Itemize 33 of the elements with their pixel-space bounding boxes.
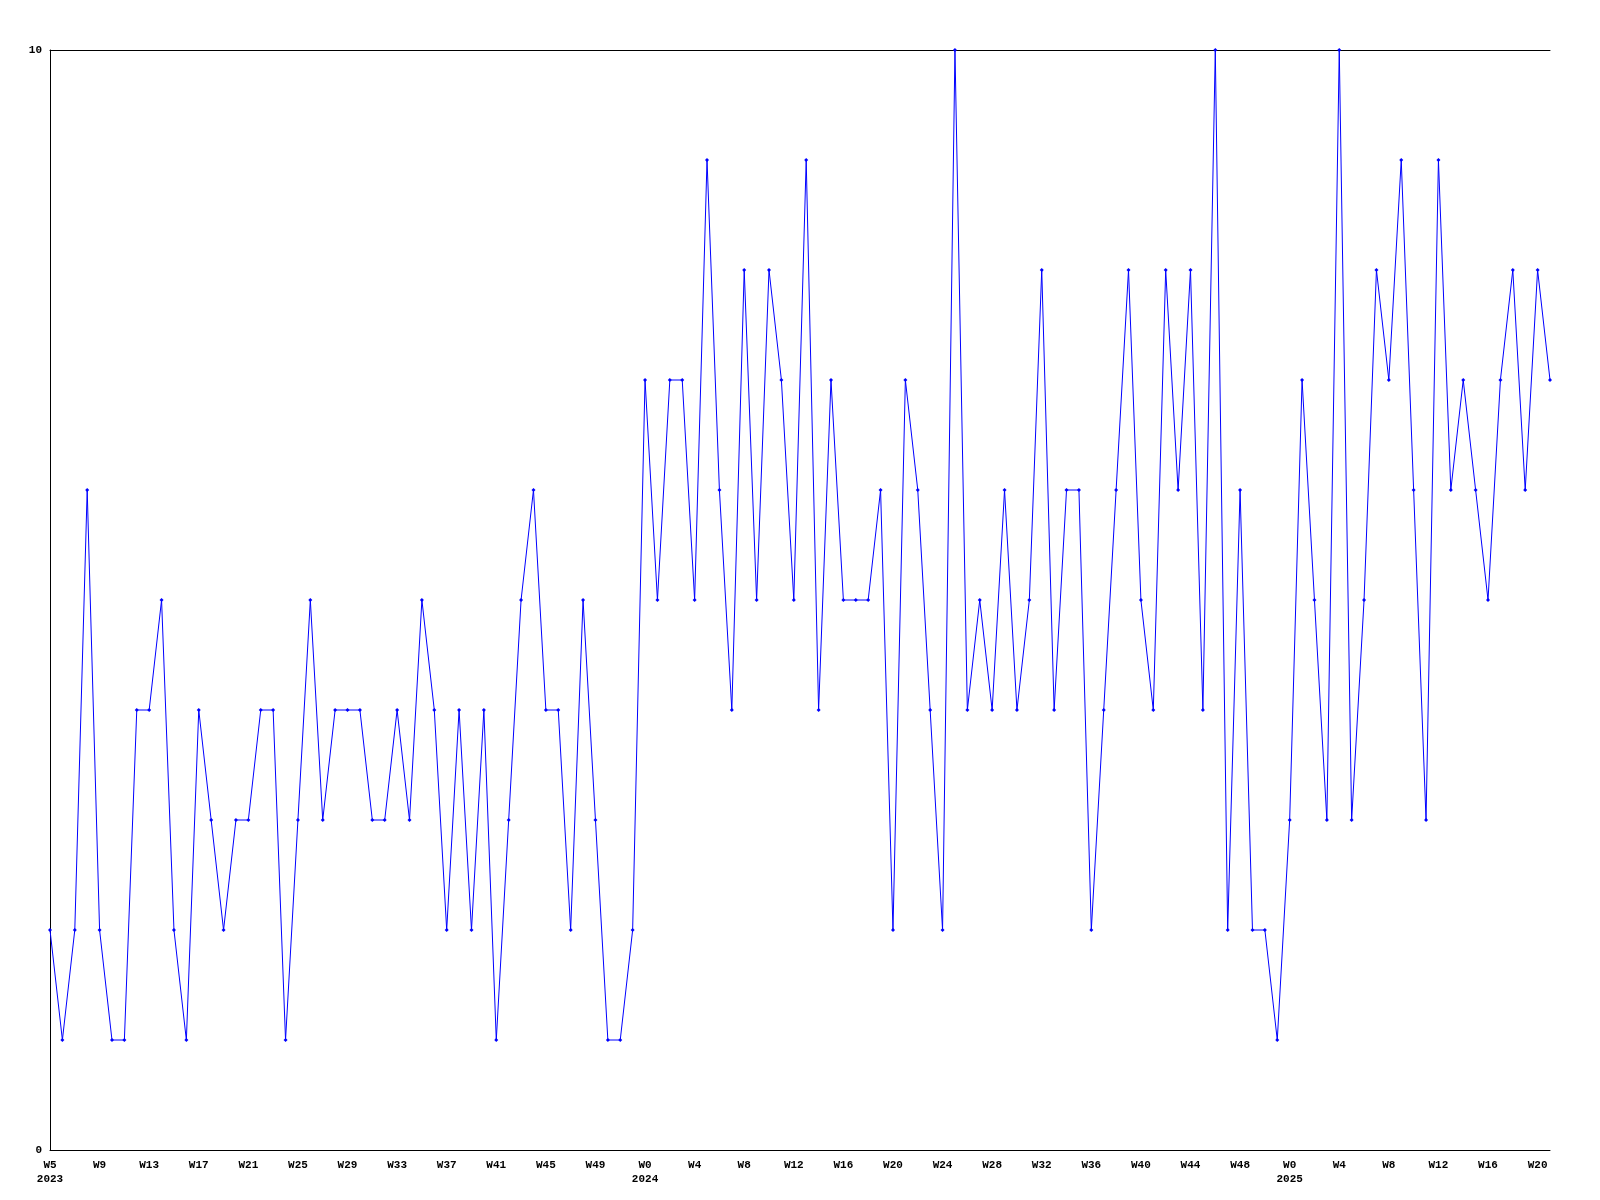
x-tick-label: W9 xyxy=(92,1159,107,1171)
x-tick-label: W12 xyxy=(783,1159,804,1171)
x-tick-label: W20 xyxy=(1527,1159,1548,1171)
x-tick-label: W21 xyxy=(238,1159,259,1171)
x-tick-label: W40 xyxy=(1131,1159,1151,1171)
x-tick-label: W49 xyxy=(585,1159,606,1171)
x-tick-label: W16 xyxy=(1478,1159,1498,1171)
x-tick-label: W28 xyxy=(982,1159,1003,1171)
x-tick-label: W41 xyxy=(486,1159,507,1171)
x-tick-label: W25 xyxy=(288,1159,309,1171)
x-tick-label: W8 xyxy=(1382,1159,1396,1171)
x-tick-label: W24 xyxy=(932,1159,953,1171)
x-tick-label: W48 xyxy=(1230,1159,1251,1171)
x-tick-label: W0 2025 xyxy=(1276,1159,1304,1185)
x-tick-label: W13 xyxy=(139,1159,160,1171)
x-tick-label: W0 2024 xyxy=(631,1159,659,1185)
x-tick-label: W4 xyxy=(688,1159,702,1171)
x-tick-label: W17 xyxy=(188,1159,209,1171)
x-tick-label: W36 xyxy=(1081,1159,1102,1171)
y-tick-label: 10 xyxy=(28,44,42,56)
y-tick-label: 0 xyxy=(35,1144,42,1156)
x-tick-label: W16 xyxy=(833,1159,854,1171)
x-tick-label: W20 xyxy=(883,1159,903,1171)
x-tick-label: W8 xyxy=(737,1159,752,1171)
x-tick-label: W29 xyxy=(337,1159,358,1171)
x-tick-label: W32 xyxy=(1031,1159,1052,1171)
x-tick-label: W45 xyxy=(535,1159,557,1171)
x-tick-label: W5 2023 xyxy=(36,1159,64,1185)
x-tick-label: W4 xyxy=(1332,1159,1347,1171)
x-tick-label: W37 xyxy=(436,1159,457,1171)
x-tick-label: W44 xyxy=(1180,1159,1201,1171)
x-tick-label: W33 xyxy=(387,1159,408,1171)
x-tick-label: W12 xyxy=(1428,1159,1449,1171)
